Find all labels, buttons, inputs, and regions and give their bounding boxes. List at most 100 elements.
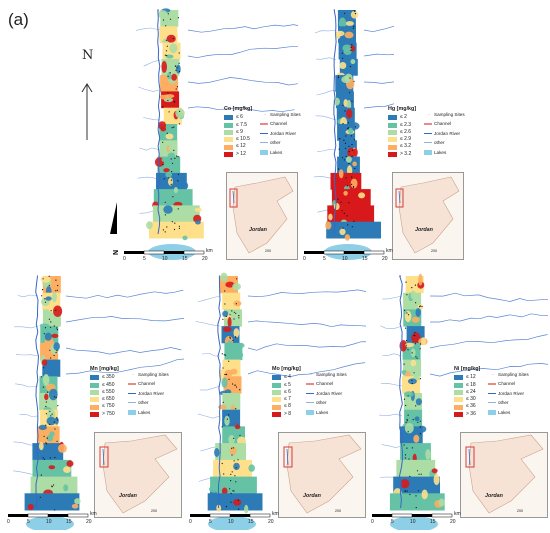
- legend-sampling-sites: · Sampling Sites: [132, 372, 169, 377]
- legend-class: ≤ 650: [90, 396, 119, 403]
- legend-ni: Ni [mg/kg] ≤ 12 ≤ 18 ≤ 24 ≤ 30 ≤ 36 > 36: [454, 366, 480, 418]
- legend-class: ≤ 6: [272, 389, 301, 396]
- legend-class: > 36: [454, 411, 480, 418]
- legend-title: Co [mg/kg]: [224, 106, 253, 112]
- legend-mo: Mo [mg/kg] ≤ 4 ≤ 5 ≤ 6 ≤ 7 ≤ 8 > 8: [272, 366, 301, 418]
- legend-sampling-sites: · Sampling Sites: [492, 372, 529, 377]
- map-panel-ni: [368, 270, 548, 530]
- legend-other: other: [128, 398, 169, 407]
- legend-class: ≤ 6: [224, 114, 252, 121]
- legend-lakes: Lakes: [260, 148, 301, 157]
- scale-bar-co: 0 5 10 15 20 km: [123, 248, 213, 262]
- legend-lakes: Lakes: [424, 148, 465, 157]
- legend-class: ≤ 4: [272, 374, 301, 381]
- inset-map-mn: Jordan 200: [94, 432, 182, 518]
- country-label: Jordan: [303, 493, 321, 499]
- inset-map-co: Jordan 200: [226, 172, 298, 260]
- legend-other: other: [424, 138, 465, 147]
- country-label: Jordan: [249, 227, 267, 233]
- inset-scale: 200: [265, 249, 271, 253]
- legend-sampling-sites: · Sampling Sites: [310, 372, 347, 377]
- legend-hg: Hg [mg/kg] ≤ 2 ≤ 2.3 ≤ 2.6 ≤ 2.9 ≤ 3.2 >…: [388, 106, 416, 158]
- scale-bar-hg: 0 5 10 15 20 km: [303, 248, 393, 262]
- legend-class: > 8: [272, 411, 301, 418]
- legend-other: other: [306, 398, 347, 407]
- legend-title: Hg [mg/kg]: [388, 106, 417, 112]
- scale-bar-ni: 0 5 10 15 20 km: [371, 511, 461, 525]
- legend-jordan-river: Jordan River: [488, 389, 529, 398]
- legend-channel: Channel: [424, 119, 465, 128]
- inset-map-mo: Jordan 200: [278, 432, 366, 518]
- map-panel-co: [120, 4, 298, 266]
- legend-class: ≤ 24: [454, 389, 480, 396]
- inset-map-hg: Jordan 200: [392, 172, 464, 260]
- legend-class: ≤ 2: [388, 114, 416, 121]
- legend-channel: Channel: [306, 379, 347, 388]
- legend-channel: Channel: [488, 379, 529, 388]
- legend-class: ≤ 8: [272, 403, 301, 410]
- legend-jordan-river: Jordan River: [128, 389, 169, 398]
- map-panel-mn: [2, 270, 184, 530]
- legend-common-hg: · Sampling Sites Channel Jordan River oth…: [424, 110, 465, 157]
- legend-mn: Mn [mg/kg] ≤ 350 ≤ 450 ≤ 550 ≤ 650 ≤ 750…: [90, 366, 119, 418]
- legend-class: ≤ 30: [454, 396, 480, 403]
- legend-lakes: Lakes: [488, 408, 529, 417]
- north-label: N: [82, 48, 94, 63]
- legend-lakes: Lakes: [306, 408, 347, 417]
- legend-class: ≤ 550: [90, 389, 119, 396]
- legend-sampling-sites: · Sampling Sites: [428, 112, 465, 117]
- panel-label: (a): [8, 10, 29, 29]
- legend-class: ≤ 18: [454, 382, 480, 389]
- legend-class: ≤ 2.9: [388, 136, 416, 143]
- legend-title: Mo [mg/kg]: [272, 366, 301, 372]
- legend-class: ≤ 3.2: [388, 143, 416, 150]
- legend-common-co: · Sampling Sites Channel Jordan River oth…: [260, 110, 301, 157]
- country-label: Jordan: [485, 493, 503, 499]
- map-panel-hg: [300, 4, 394, 266]
- legend-sampling-sites: · Sampling Sites: [264, 112, 301, 117]
- legend-class: ≤ 9: [224, 129, 252, 136]
- inset-scale: 200: [431, 249, 437, 253]
- legend-class: ≤ 5: [272, 382, 301, 389]
- inset-map-ni: Jordan 200: [460, 432, 548, 518]
- legend-title: Ni [mg/kg]: [454, 366, 481, 372]
- country-label: Jordan: [415, 227, 433, 233]
- legend-channel: Channel: [260, 119, 301, 128]
- legend-other: other: [260, 138, 301, 147]
- scale-bar-mn: 0 5 10 15 20 km: [7, 511, 97, 525]
- legend-channel: Channel: [128, 379, 169, 388]
- legend-class: ≤ 7.5: [224, 122, 252, 129]
- legend-class: > 3.2: [388, 151, 416, 158]
- map-panel-mo: [186, 270, 366, 530]
- legend-class: ≤ 350: [90, 374, 119, 381]
- scale-bar-mo: 0 5 10 15 20 km: [189, 511, 279, 525]
- legend-jordan-river: Jordan River: [424, 129, 465, 138]
- legend-class: ≤ 36: [454, 403, 480, 410]
- legend-class: > 12: [224, 151, 252, 158]
- svg-text:N: N: [113, 250, 120, 255]
- north-arrow-small-icon: N: [110, 202, 120, 255]
- legend-class: ≤ 7: [272, 396, 301, 403]
- inset-scale: 200: [517, 509, 523, 513]
- legend-jordan-river: Jordan River: [306, 389, 347, 398]
- legend-common-mo: · Sampling Sites Channel Jordan River oth…: [306, 370, 347, 417]
- legend-class: ≤ 2.6: [388, 129, 416, 136]
- legend-class: ≤ 2.3: [388, 122, 416, 129]
- legend-class: ≤ 450: [90, 382, 119, 389]
- country-label: Jordan: [119, 493, 137, 499]
- legend-common-mn: · Sampling Sites Channel Jordan River oth…: [128, 370, 169, 417]
- legend-class: ≤ 750: [90, 403, 119, 410]
- legend-class: ≤ 10.5: [224, 136, 252, 143]
- legend-class: > 750: [90, 411, 119, 418]
- legend-lakes: Lakes: [128, 408, 169, 417]
- inset-scale: 200: [335, 509, 341, 513]
- legend-class: ≤ 12: [454, 374, 480, 381]
- legend-jordan-river: Jordan River: [260, 129, 301, 138]
- inset-scale: 200: [151, 509, 157, 513]
- north-arrow-icon: [81, 83, 93, 140]
- legend-class: ≤ 12: [224, 143, 252, 150]
- legend-other: other: [488, 398, 529, 407]
- legend-title: Mn [mg/kg]: [90, 366, 119, 372]
- legend-common-ni: · Sampling Sites Channel Jordan River oth…: [488, 370, 529, 417]
- legend-co: Co [mg/kg] ≤ 6 ≤ 7.5 ≤ 9 ≤ 10.5 ≤ 12 > 1…: [224, 106, 252, 158]
